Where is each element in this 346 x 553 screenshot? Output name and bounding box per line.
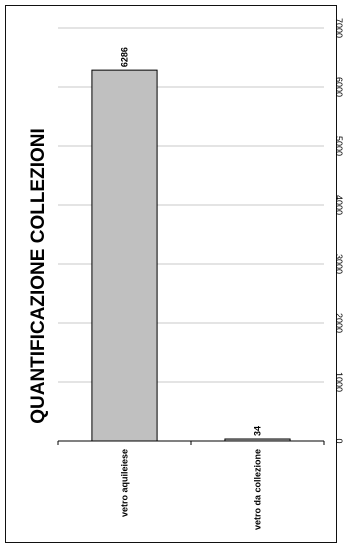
label-layer: 0 1000 2000 3000 4000 5000 6000 7000 6286 vetro a… xyxy=(57,18,344,530)
chart-title: QUANTIFICAZIONE COLLEZIONI xyxy=(28,128,49,424)
tick-label: 4000 xyxy=(334,195,344,215)
tick-label: 2000 xyxy=(334,313,344,333)
tick-label: 1000 xyxy=(334,372,344,392)
bar-layer xyxy=(91,69,291,442)
category-label: vetro aquileiese xyxy=(120,449,130,517)
tick-label: 3000 xyxy=(334,254,344,274)
data-label: 6286 xyxy=(120,47,130,67)
bar xyxy=(91,69,158,442)
category-label: vetro da collezione xyxy=(253,449,263,530)
tick-label: 7000 xyxy=(334,18,344,38)
data-label: 34 xyxy=(253,426,263,436)
tick-label: 6000 xyxy=(334,77,344,97)
tick-label: 5000 xyxy=(334,136,344,156)
chart-frame xyxy=(5,5,337,543)
tick-label: 0 xyxy=(334,438,344,443)
